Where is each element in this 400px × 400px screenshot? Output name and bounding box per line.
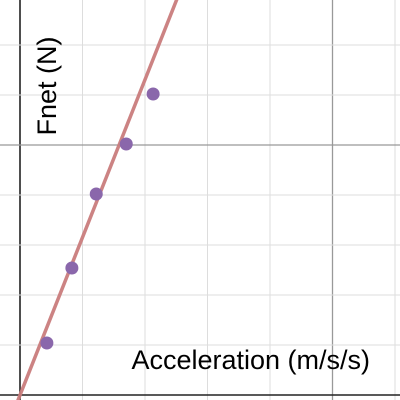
- data-point: [119, 137, 133, 151]
- plot: [16, 0, 179, 400]
- data-point: [65, 261, 79, 275]
- data-point: [89, 187, 103, 201]
- x-axis-label: Acceleration (m/s/s): [131, 345, 370, 375]
- data-point: [146, 87, 160, 101]
- y-axis-label: Fnet (N): [32, 36, 62, 135]
- data-point: [40, 336, 54, 350]
